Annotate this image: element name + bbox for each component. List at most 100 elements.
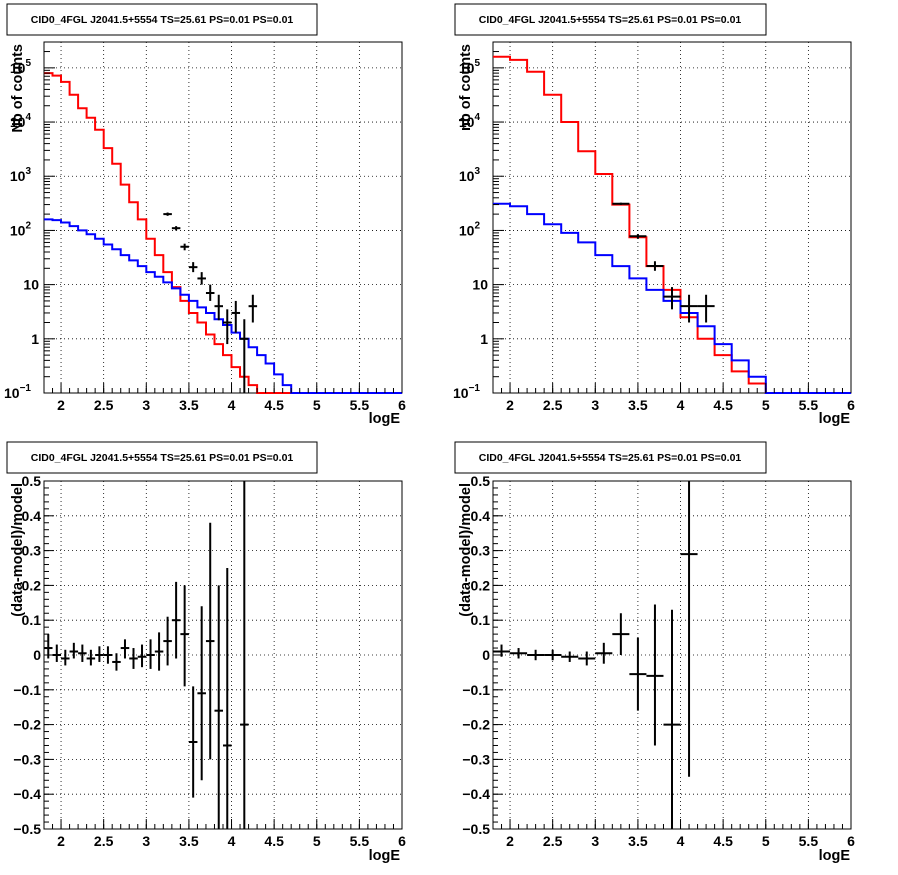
y-tick-label: −0.2 <box>13 717 41 733</box>
y-tick-label: 0.2 <box>471 577 491 593</box>
panel-counts-right: CID0_4FGL J2041.5+5554 TS=25.61 PS=0.01 … <box>453 3 855 427</box>
x-tick-label: 2.5 <box>543 833 563 849</box>
x-tick-label: 2 <box>57 833 65 849</box>
y-tick-label: 0 <box>482 647 490 663</box>
y-tick-label: 10−1 <box>453 383 480 401</box>
y-tick-label: 0 <box>33 647 41 663</box>
y-tick-label: 10−1 <box>4 383 31 401</box>
plot-frame <box>43 41 403 394</box>
y-tick-label: 103 <box>10 166 32 184</box>
y-tick-label: 102 <box>10 220 32 238</box>
y-tick-label: 10 <box>472 277 488 293</box>
grid-lines <box>44 42 402 393</box>
x-tick-label: 5.5 <box>799 833 819 849</box>
x-tick-label: 4.5 <box>713 397 733 413</box>
x-tick-label: 4 <box>677 397 685 413</box>
y-tick-label: 1 <box>480 331 488 347</box>
data-points <box>493 481 698 829</box>
x-tick-label: 3 <box>591 397 599 413</box>
model-histogram-line <box>493 202 851 394</box>
x-tick-label: 4 <box>228 397 236 413</box>
x-tick-label: 2.5 <box>94 833 114 849</box>
x-tick-label: 2 <box>57 397 65 413</box>
y-tick-label: −0.1 <box>462 682 490 698</box>
x-tick-label: 5 <box>313 397 321 413</box>
x-axis-ticks: 2 2.5 3 3.5 4 4.5 5 5.5 6 <box>43 383 406 413</box>
x-tick-label: 6 <box>847 397 855 413</box>
x-tick-label: 4.5 <box>264 397 284 413</box>
x-tick-label: 4.5 <box>264 833 284 849</box>
model-histograms <box>44 72 402 394</box>
y-tick-label: 103 <box>459 166 481 184</box>
y-axis-label: (data-model)/model <box>10 483 26 617</box>
x-tick-label: 6 <box>847 833 855 849</box>
y-tick-label: −0.4 <box>13 786 41 802</box>
y-tick-label: −0.3 <box>13 751 41 767</box>
x-axis-label: logE <box>369 848 401 864</box>
panel-title: CID0_4FGL J2041.5+5554 TS=25.61 PS=0.01 … <box>479 452 742 464</box>
panel-residuals-right: CID0_4FGL J2041.5+5554 TS=25.61 PS=0.01 … <box>454 441 855 864</box>
x-axis-ticks: 2 2.5 3 3.5 4 4.5 5 5.5 6 <box>492 383 855 413</box>
x-tick-label: 3.5 <box>179 397 199 413</box>
x-tick-label: 5 <box>762 397 770 413</box>
panel-counts-left: CID0_4FGL J2041.5+5554 TS=25.61 PS=0.01 … <box>4 3 406 427</box>
y-tick-label: −0.5 <box>13 821 41 837</box>
title-box <box>454 3 767 36</box>
y-tick-label: 102 <box>459 220 481 238</box>
x-tick-label: 3 <box>591 833 599 849</box>
panel-residuals-left: CID0_4FGL J2041.5+5554 TS=25.61 PS=0.01 … <box>6 441 406 864</box>
y-axis-label: Nb of counts <box>10 44 26 133</box>
title-box <box>6 441 318 474</box>
x-tick-label: 5 <box>313 833 321 849</box>
x-tick-label: 2 <box>506 833 514 849</box>
x-tick-label: 3 <box>142 397 150 413</box>
data-points <box>163 212 258 393</box>
x-tick-label: 2.5 <box>543 397 563 413</box>
y-tick-label: −0.1 <box>13 682 41 698</box>
y-tick-label: −0.2 <box>462 717 490 733</box>
x-tick-label: 2 <box>506 397 514 413</box>
y-tick-label: 0.1 <box>22 612 42 628</box>
x-tick-label: 4 <box>677 833 685 849</box>
x-axis-ticks: 2 2.5 3 3.5 4 4.5 5 5.5 6 <box>43 819 406 849</box>
y-axis-label: (data-model)/model <box>458 483 474 617</box>
y-tick-label: 105 <box>459 58 481 76</box>
y-axis-ticks: 10−1 1 10 102 103 104 105 <box>453 51 504 401</box>
grid-lines <box>493 42 851 393</box>
x-tick-label: 5.5 <box>350 833 370 849</box>
x-tick-label: 3.5 <box>628 833 648 849</box>
panel-title: CID0_4FGL J2041.5+5554 TS=25.61 PS=0.01 … <box>31 452 294 464</box>
x-tick-label: 4.5 <box>713 833 733 849</box>
y-tick-label: 0.4 <box>22 508 42 524</box>
y-tick-label: 104 <box>10 112 32 130</box>
model-histogram-line <box>44 218 402 394</box>
x-axis-label: logE <box>819 411 851 427</box>
y-tick-label: 0.3 <box>471 543 491 559</box>
y-tick-label: 0.4 <box>471 508 491 524</box>
y-axis-ticks: −0.5 −0.4 −0.3 −0.2 −0.1 0 0.1 0.2 0.3 0.4 0.5 <box>462 473 503 837</box>
y-tick-label: 10 <box>23 277 39 293</box>
y-tick-label: 105 <box>10 58 32 76</box>
y-tick-label: −0.3 <box>462 751 490 767</box>
x-tick-label: 6 <box>398 833 406 849</box>
y-tick-label: 0.3 <box>22 543 42 559</box>
y-axis-label: nb of counts <box>458 44 474 131</box>
y-tick-label: −0.4 <box>462 786 490 802</box>
x-tick-label: 3.5 <box>179 833 199 849</box>
x-axis-label: logE <box>819 848 851 864</box>
x-tick-label: 6 <box>398 397 406 413</box>
x-tick-label: 3 <box>142 833 150 849</box>
y-tick-label: 0.2 <box>22 577 42 593</box>
y-tick-label: 104 <box>459 112 481 130</box>
y-axis-ticks: 10−1 1 10 102 103 104 105 <box>4 51 55 401</box>
data-points <box>612 202 715 323</box>
y-tick-label: 0.5 <box>471 473 491 489</box>
x-axis-label: logE <box>369 411 401 427</box>
y-axis-ticks: −0.5 −0.4 −0.3 −0.2 −0.1 0 0.1 0.2 0.3 0.4 0.5 <box>13 473 54 837</box>
y-tick-label: 0.1 <box>471 612 491 628</box>
x-tick-label: 3.5 <box>628 397 648 413</box>
x-tick-label: 4 <box>228 833 236 849</box>
data-points <box>44 481 249 829</box>
x-tick-label: 5.5 <box>350 397 370 413</box>
